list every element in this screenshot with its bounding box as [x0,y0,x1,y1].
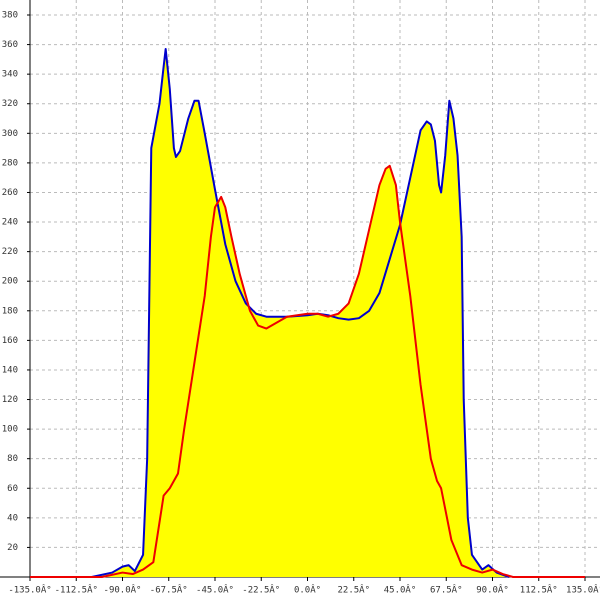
y-tick-label: 320 [2,99,18,109]
y-tick-label: 380 [2,11,18,21]
x-tick-label: 135.0Â° [566,584,600,596]
x-tick-label: 112.5Â° [520,584,558,596]
y-tick-label: 280 [2,158,18,168]
area-fill [30,165,585,577]
x-tick-label: 90.0Â° [476,584,509,596]
x-tick-label: 0.0Â° [294,584,321,596]
y-tick-label: 340 [2,70,18,80]
y-tick-label: 100 [2,425,18,435]
x-tick-label: -45.0Â° [196,584,234,596]
x-tick-label: 45.0Â° [384,584,417,596]
y-tick-label: 60 [7,484,18,494]
x-tick-label: -22.5Â° [242,584,280,596]
series-line [30,164,585,578]
x-tick-label: -67.5Â° [150,584,188,596]
y-tick-label: 120 [2,395,18,405]
x-tick-label: 22.5Â° [337,584,370,596]
x-tick-label: -135.0Â° [8,584,51,596]
y-tick-label: 20 [7,543,18,553]
y-tick-label: 360 [2,40,18,50]
y-tick-label: 220 [2,247,18,257]
x-tick-label: 67.5Â° [430,584,463,596]
y-tick-label: 260 [2,188,18,198]
y-tick-label: 40 [7,513,18,523]
x-tick-label: -112.5Â° [55,584,98,596]
y-tick-label: 180 [2,306,18,316]
x-tick-label: -90.0Â° [104,584,142,596]
y-tick-label: 80 [7,454,18,464]
y-tick-label: 200 [2,277,18,287]
y-tick-label: 300 [2,129,18,139]
y-tick-label: 240 [2,218,18,228]
y-tick-label: 140 [2,365,18,375]
y-tick-label: 160 [2,336,18,346]
